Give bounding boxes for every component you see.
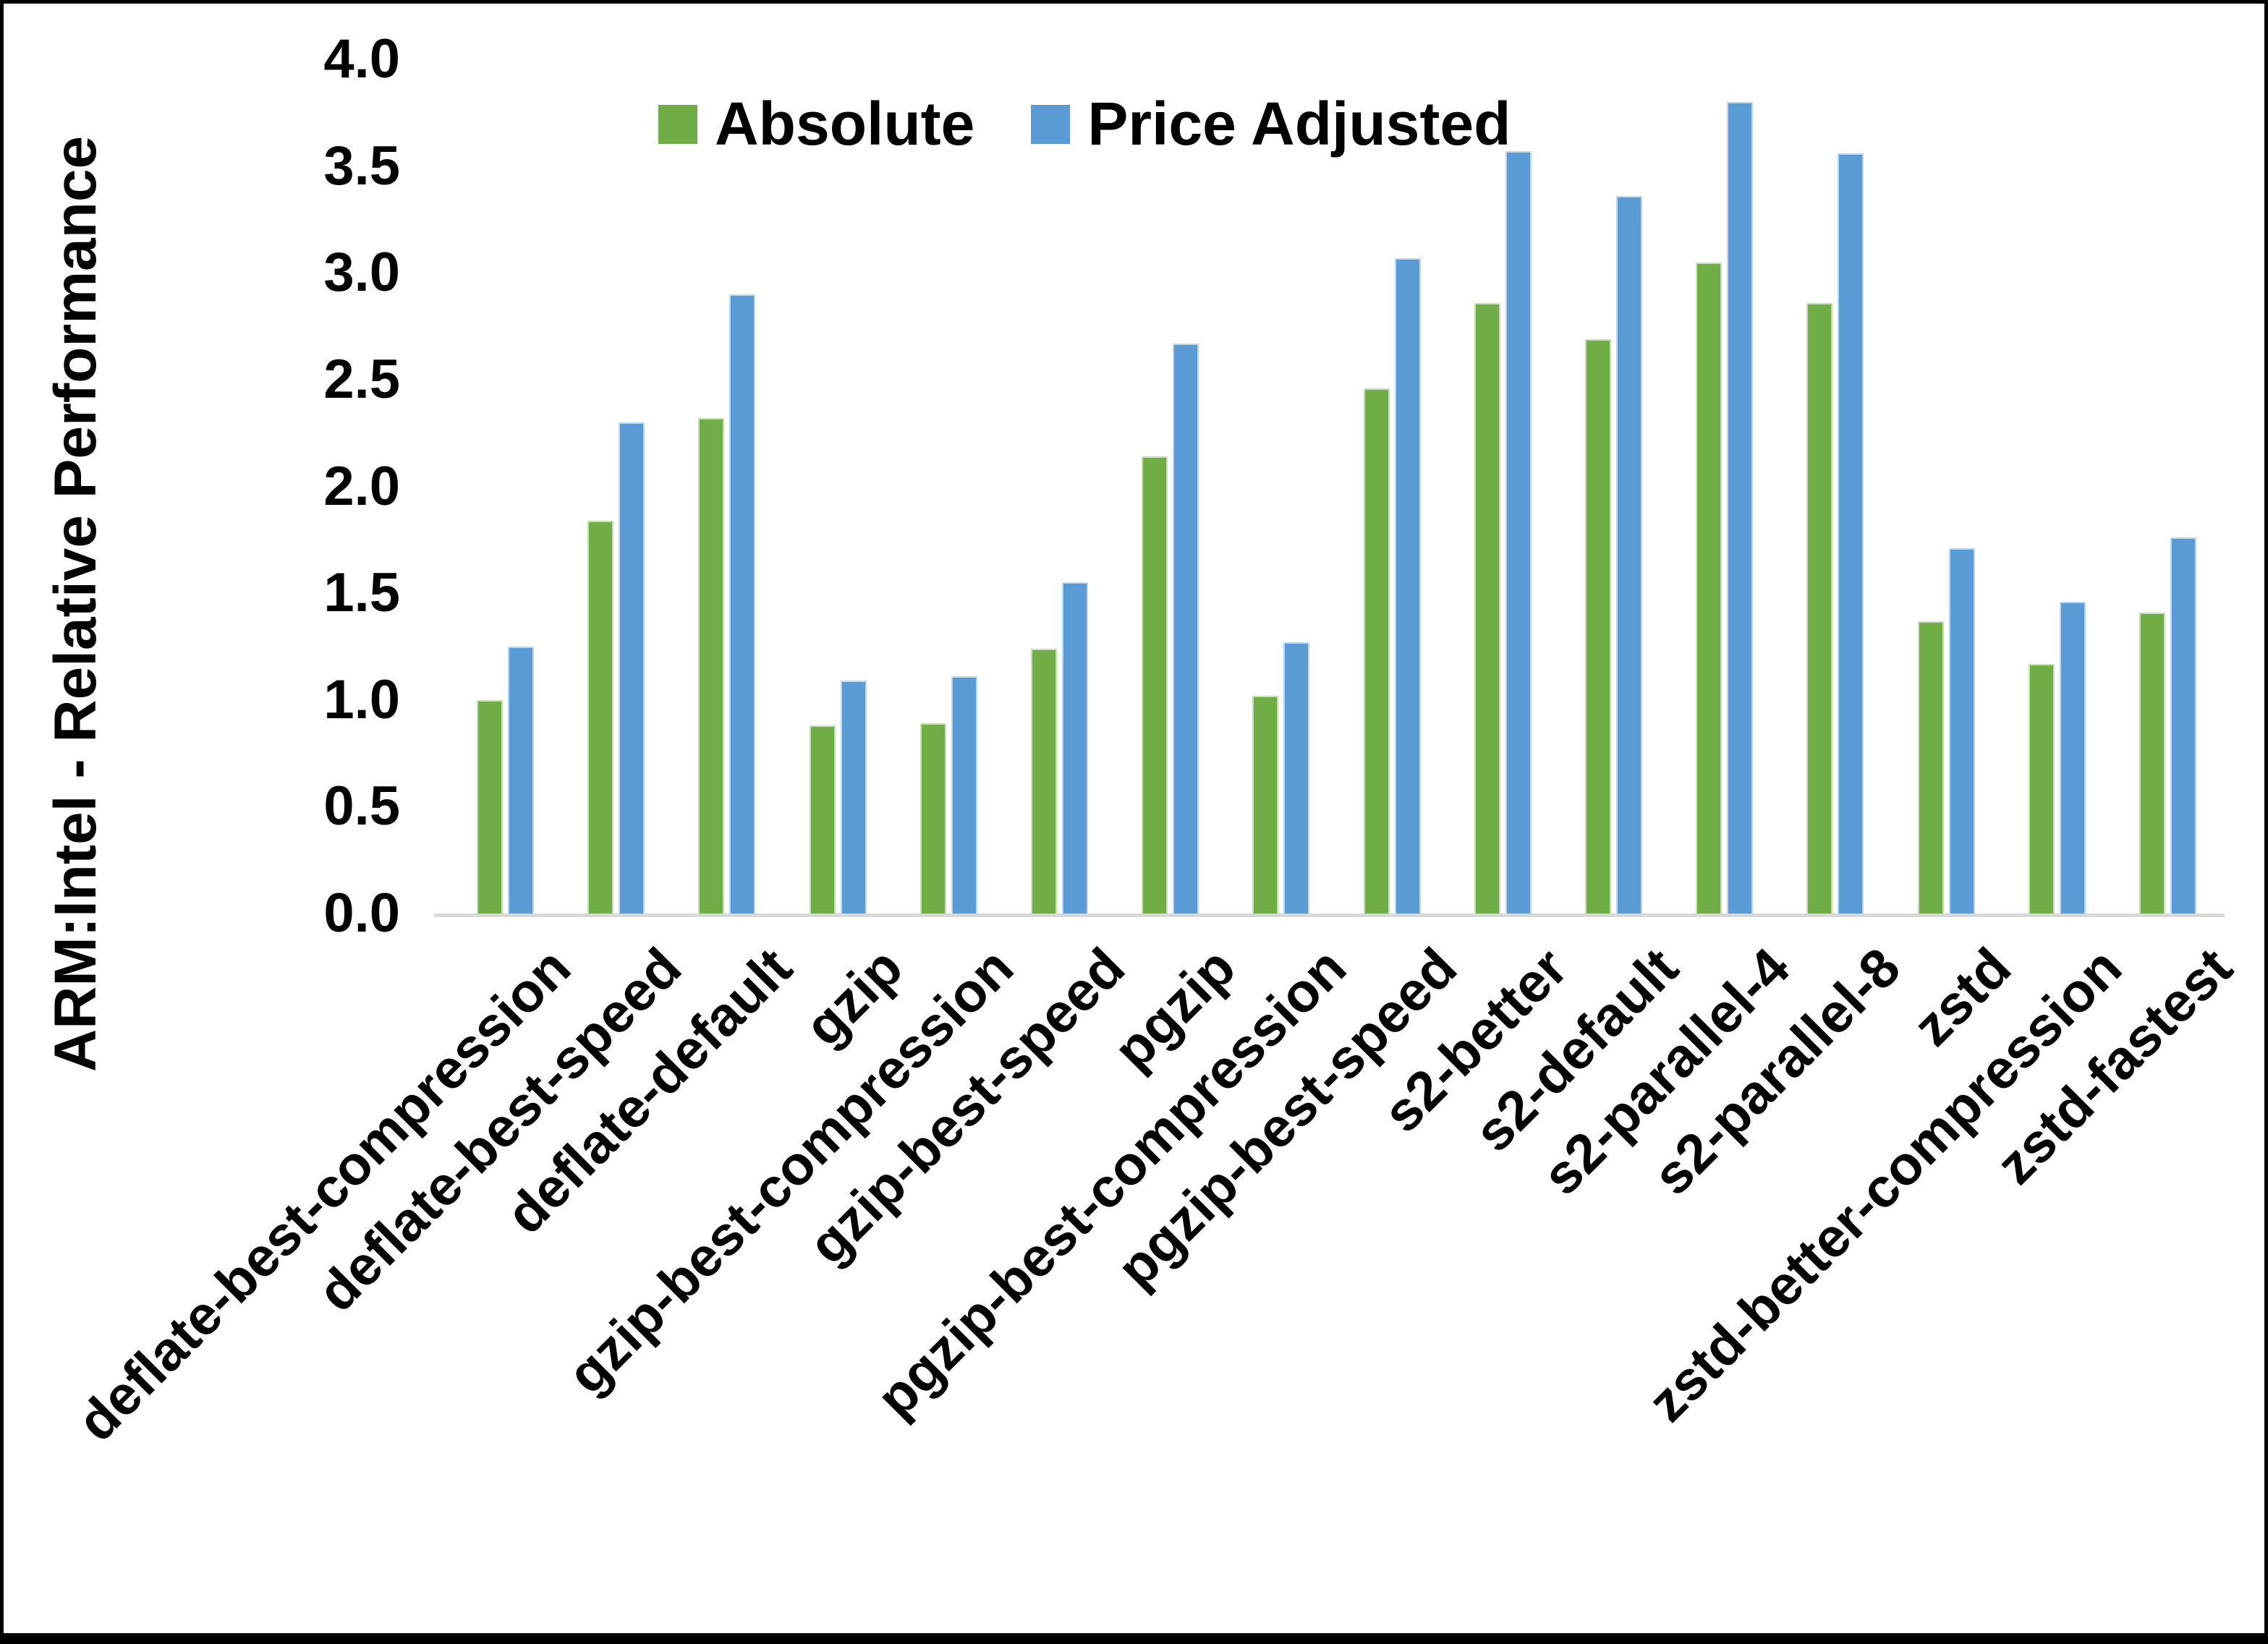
y-tick-label: 2.0 [323,455,400,517]
y-tick-label: 3.5 [323,135,400,197]
y-tick-label: 3.0 [323,242,400,304]
legend: Absolute Price Adjusted [658,89,1511,159]
bar-absolute-gzip [809,725,836,913]
y-tick-label: 0.5 [323,775,400,838]
y-tick-label: 1.5 [323,562,400,624]
category-group-gzip-best-compression [893,59,1004,913]
bar-absolute-s2-parallel-4 [1696,262,1723,913]
bar-absolute-s2-default [1584,338,1611,913]
category-group-s2-default [1558,59,1669,913]
legend-item-absolute: Absolute [658,89,974,159]
category-group-s2-parallel-8 [1780,59,1890,913]
legend-item-price-adjusted: Price Adjusted [1031,89,1511,159]
legend-label-absolute: Absolute [715,90,975,158]
bar-price-adjusted-pgzip-best-speed [1394,257,1421,913]
bar-absolute-s2-parallel-8 [1806,302,1833,913]
y-tick-label: 1.0 [323,668,400,731]
bar-price-adjusted-deflate-default [729,294,756,913]
bar-price-adjusted-deflate-best-speed [619,422,645,913]
bar-absolute-deflate-default [698,418,725,913]
bar-absolute-pgzip-best-compression [1252,695,1279,913]
bar-price-adjusted-s2-parallel-4 [1727,102,1754,913]
legend-label-price-adjusted: Price Adjusted [1087,90,1511,158]
bar-absolute-pgzip-best-speed [1363,388,1390,913]
bar-absolute-s2-better [1474,302,1500,913]
bar-price-adjusted-s2-parallel-8 [1838,153,1864,913]
bar-price-adjusted-gzip-best-speed [1062,582,1089,913]
bar-price-adjusted-gzip [840,681,867,913]
category-group-pgzip-best-speed [1337,59,1448,913]
bar-absolute-gzip-best-compression [919,723,946,913]
bar-absolute-zstd-better-compression [2028,663,2055,913]
legend-swatch-price-adjusted-icon [1031,104,1071,144]
category-group-pgzip-best-compression [1226,59,1336,913]
bar-price-adjusted-zstd [1948,548,1975,913]
bar-price-adjusted-zstd-better-compression [2059,601,2086,913]
category-group-pgzip [1115,59,1226,913]
bar-price-adjusted-pgzip-best-compression [1283,642,1310,913]
y-tick-label: 2.5 [323,348,400,410]
bar-absolute-deflate-best-compression [477,699,504,913]
category-group-zstd-fastest [2112,59,2223,913]
category-group-zstd [1890,59,2001,913]
category-group-deflate-default [671,59,782,913]
category-group-s2-parallel-4 [1669,59,1780,913]
category-group-deflate-best-speed [561,59,671,913]
category-group-zstd-better-compression [2002,59,2112,913]
bar-price-adjusted-deflate-best-compression [508,646,535,913]
category-group-gzip [783,59,893,913]
bar-absolute-deflate-best-speed [587,520,614,913]
x-axis-line [434,913,2225,917]
bar-price-adjusted-s2-better [1505,150,1532,913]
category-group-gzip-best-speed [1004,59,1115,913]
bar-series-container [450,59,2223,913]
bar-price-adjusted-s2-default [1615,195,1642,913]
category-group-deflate-best-compression [450,59,561,913]
legend-swatch-absolute-icon [658,104,697,144]
bar-absolute-zstd [1917,621,1944,913]
bar-absolute-pgzip [1142,456,1168,913]
y-tick-label: 4.0 [323,28,400,90]
bar-price-adjusted-pgzip [1173,343,1199,913]
y-tick-label: 0.0 [323,882,400,944]
bar-absolute-gzip-best-speed [1031,648,1058,913]
bar-price-adjusted-gzip-best-compression [951,676,977,913]
bar-absolute-zstd-fastest [2139,612,2165,913]
plot-area [450,59,2223,913]
category-group-s2-better [1448,59,1558,913]
bar-price-adjusted-zstd-fastest [2170,537,2196,913]
